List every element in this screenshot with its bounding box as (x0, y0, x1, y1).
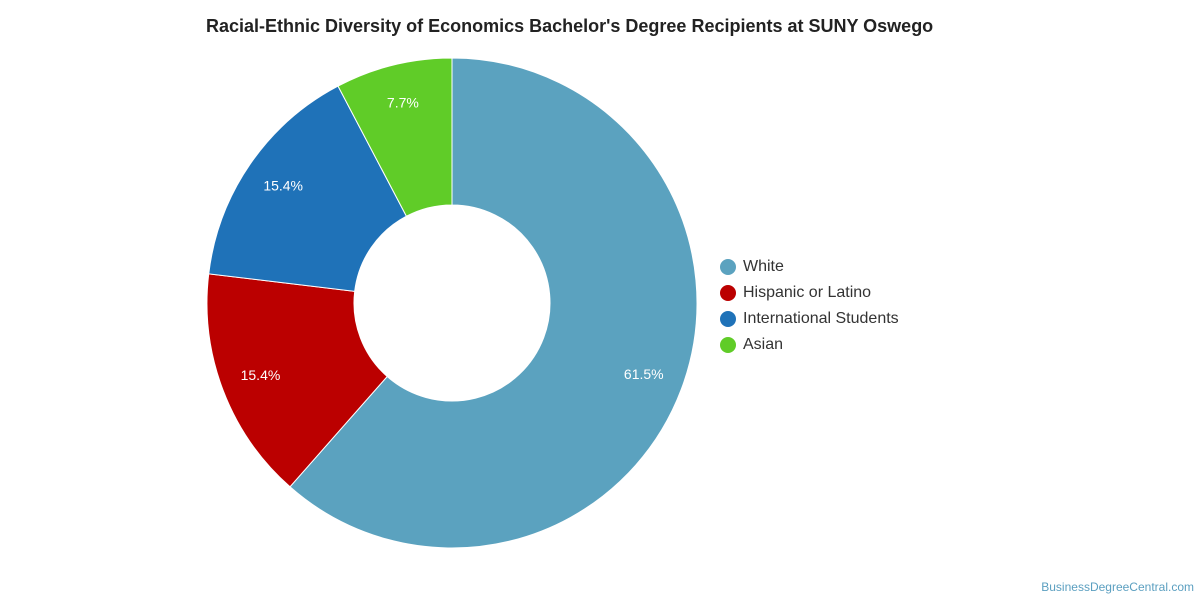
legend-item-white[interactable]: White (720, 254, 899, 280)
legend-item-international-students[interactable]: International Students (720, 306, 899, 332)
legend-label: White (743, 258, 784, 275)
slice-label-international-students: 15.4% (263, 177, 303, 193)
legend-label: Hispanic or Latino (743, 284, 872, 301)
legend-swatch (720, 337, 736, 353)
slice-label-hispanic-or-latino: 15.4% (241, 367, 281, 383)
slice-white[interactable] (289, 57, 698, 549)
slice-labels: 61.5% 15.4% 15.4% 7.7% (241, 95, 664, 383)
slice-international-students[interactable] (208, 85, 408, 292)
legend-swatch (720, 311, 736, 327)
legend-label: International Students (743, 310, 899, 327)
source-watermark: BusinessDegreeCentral.com (1041, 580, 1194, 594)
slice-asian[interactable] (337, 57, 453, 217)
legend-item-asian[interactable]: Asian (720, 332, 899, 358)
legend-label: Asian (743, 336, 784, 353)
legend: White Hispanic or Latino International Stu… (720, 254, 899, 358)
donut-slices (206, 57, 698, 549)
slice-hispanic-or-latino[interactable] (206, 273, 388, 488)
legend-swatch (720, 259, 736, 275)
legend-item-hispanic-or-latino[interactable]: Hispanic or Latino (720, 280, 899, 306)
slice-label-asian: 7.7% (387, 95, 419, 111)
chart-title: Racial-Ethnic Diversity of Economics Bac… (206, 16, 934, 36)
legend-swatch (720, 285, 736, 301)
slice-label-white: 61.5% (624, 366, 664, 382)
